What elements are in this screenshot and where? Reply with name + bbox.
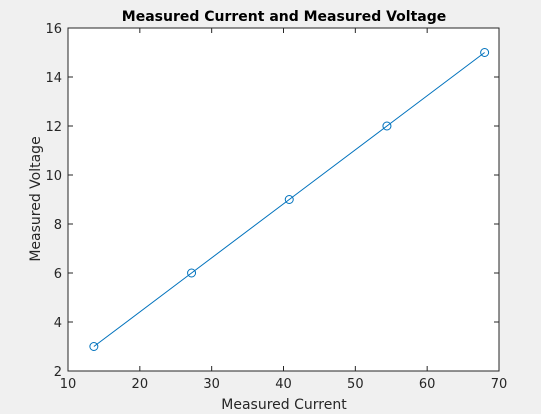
y-tick-label: 10 [45, 169, 62, 184]
tick-labels: 10 20 30 40 50 60 70 2 4 6 8 10 12 14 16 [45, 22, 507, 392]
y-tick-label: 8 [54, 218, 62, 233]
x-tick-label: 20 [132, 377, 149, 392]
data-point-marker [187, 268, 197, 278]
y-tick-label: 12 [45, 120, 62, 135]
data-point-marker [89, 342, 99, 351]
y-tick-label: 16 [45, 22, 62, 37]
data-point-marker [284, 195, 294, 204]
y-tick-label: 4 [54, 316, 62, 331]
x-tick-label: 40 [275, 377, 292, 392]
series-layer [89, 48, 490, 351]
x-tick-label: 10 [60, 377, 77, 392]
y-tick-label: 6 [54, 267, 62, 282]
chart-title: Measured Current and Measured Voltage [122, 9, 446, 25]
x-tick-label: 70 [491, 377, 508, 392]
x-axis-label: Measured Current [221, 397, 347, 413]
series-line [93, 52, 485, 347]
x-tick-label: 30 [203, 377, 220, 392]
x-tick-label: 60 [419, 377, 436, 392]
data-point-marker [382, 121, 392, 131]
data-point-marker [480, 48, 490, 57]
y-axis-label: Measured Voltage [28, 136, 44, 261]
y-tick-label: 2 [54, 365, 62, 380]
y-tick-label: 14 [45, 71, 62, 86]
plot-frame [67, 27, 500, 372]
plot-area [68, 28, 499, 371]
x-tick-label: 50 [347, 377, 364, 392]
